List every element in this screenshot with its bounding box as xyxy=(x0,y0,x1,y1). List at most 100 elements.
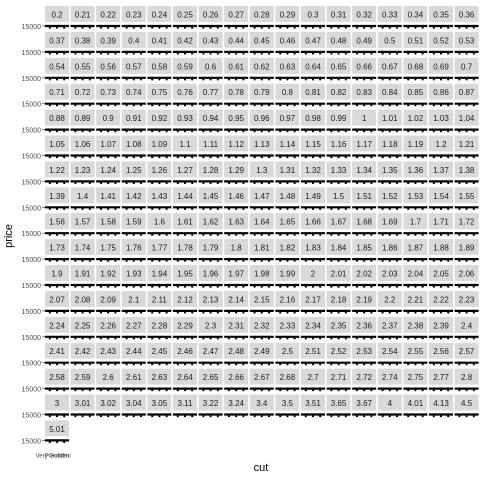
outlier-point xyxy=(389,311,391,313)
facet-strip-label: 2.39 xyxy=(433,321,449,330)
facet-panel: 1.65 xyxy=(275,213,299,236)
outlier-point xyxy=(63,260,65,262)
facet-panel: 0.71 xyxy=(45,84,69,107)
facet-panel: 1.18 xyxy=(378,136,402,159)
facet-strip-label: 0.6 xyxy=(205,62,217,71)
outlier-point xyxy=(126,27,128,29)
outlier-point xyxy=(228,104,230,106)
facet-strip-label: 2 xyxy=(311,270,316,279)
outlier-point xyxy=(74,311,76,313)
outlier-point xyxy=(202,415,204,417)
outlier-point xyxy=(414,104,416,106)
outlier-point xyxy=(422,208,424,210)
facet-strip-label: 1.76 xyxy=(126,244,142,253)
facet-panel: 1.01 xyxy=(378,110,402,133)
outlier-point xyxy=(466,104,468,106)
outlier-point xyxy=(89,130,91,132)
facet-strip-label: 4.13 xyxy=(433,399,449,408)
outlier-point xyxy=(89,182,91,184)
outlier-point xyxy=(312,389,314,391)
outlier-point xyxy=(414,260,416,262)
facet-strip-label: 2.24 xyxy=(49,321,65,330)
facet-strip-label: 1.29 xyxy=(228,166,244,175)
facet-strip-label: 2.44 xyxy=(126,347,142,356)
facet-strip-label: 2.54 xyxy=(382,347,398,356)
facet-panel: 0.29 xyxy=(275,6,299,29)
facet-panel: 1.99 xyxy=(275,265,299,288)
facet-strip-label: 1.52 xyxy=(382,192,398,201)
facet-panel: 2.4 xyxy=(455,317,479,340)
facet-panel: 0.21 xyxy=(71,6,95,29)
facet-strip-label: 1.9 xyxy=(51,270,63,279)
outlier-point xyxy=(433,78,435,80)
facet-panel: 1.39 xyxy=(45,187,69,210)
facet-strip-label: 1.82 xyxy=(280,244,296,253)
outlier-point xyxy=(56,337,58,339)
facet-strip-label: 1.64 xyxy=(254,218,270,227)
facet-panel: 1.26 xyxy=(147,161,171,184)
facet-strip-label: 1.45 xyxy=(203,192,219,201)
outlier-point xyxy=(279,208,281,210)
facet-strip-label: 0.49 xyxy=(356,36,372,45)
facet-panel: 1.34 xyxy=(352,161,376,184)
outlier-point xyxy=(407,389,409,391)
outlier-point xyxy=(74,415,76,417)
outlier-point xyxy=(140,182,142,184)
outlier-point xyxy=(151,52,153,54)
outlier-point xyxy=(286,311,288,313)
facet-strip-label: 0.64 xyxy=(305,62,321,71)
outlier-point xyxy=(473,311,475,313)
outlier-point xyxy=(261,208,263,210)
facet-strip-label: 2.26 xyxy=(100,321,116,330)
outlier-point xyxy=(363,104,365,106)
outlier-point xyxy=(254,208,256,210)
outlier-point xyxy=(458,234,460,236)
facet-panel: 0.82 xyxy=(327,84,351,107)
outlier-point xyxy=(191,130,193,132)
facet-panels: 0.2 0.21 0.22 0.23 0.24 0.25 0.26 0.27 0.28 0.29 0… xyxy=(45,6,479,443)
outlier-point xyxy=(49,234,51,236)
outlier-point xyxy=(242,363,244,365)
outlier-point xyxy=(422,78,424,80)
outlier-point xyxy=(396,156,398,158)
outlier-point xyxy=(166,311,168,313)
facet-strip-label: 0.26 xyxy=(203,11,219,20)
outlier-point xyxy=(422,311,424,313)
facet-panel: 2.28 xyxy=(147,317,171,340)
outlier-point xyxy=(433,234,435,236)
outlier-point xyxy=(89,156,91,158)
outlier-point xyxy=(254,52,256,54)
outlier-point xyxy=(184,234,186,236)
facet-panel: 0.53 xyxy=(455,32,479,55)
facet-panel: 1.1 xyxy=(173,136,197,159)
outlier-point xyxy=(370,52,372,54)
facet-strip-label: 1.44 xyxy=(177,192,193,201)
outlier-point xyxy=(407,311,409,313)
facet-strip-label: 0.34 xyxy=(408,11,424,20)
outlier-point xyxy=(228,52,230,54)
facet-strip-label: 1.04 xyxy=(459,114,475,123)
facet-panel: 0.87 xyxy=(455,84,479,107)
outlier-point xyxy=(466,52,468,54)
outlier-point xyxy=(433,104,435,106)
facet-panel: 2.47 xyxy=(199,343,223,366)
outlier-point xyxy=(82,286,84,288)
facet-panel: 2.13 xyxy=(199,291,223,314)
facet-panel: 1 xyxy=(352,110,376,133)
outlier-point xyxy=(151,260,153,262)
outlier-point xyxy=(345,182,347,184)
facet-panel: 2.09 xyxy=(96,291,120,314)
facet-strip-label: 1.1 xyxy=(179,140,191,149)
facet-panel: 2.53 xyxy=(352,343,376,366)
facet-strip-label: 0.44 xyxy=(228,36,244,45)
outlier-point xyxy=(330,104,332,106)
outlier-point xyxy=(82,78,84,80)
facet-panel: 2.64 xyxy=(173,369,197,392)
outlier-point xyxy=(447,156,449,158)
facet-panel: 2.44 xyxy=(122,343,146,366)
facet-panel: 1.88 xyxy=(429,239,453,262)
facet-panel: 0.42 xyxy=(173,32,197,55)
outlier-point xyxy=(202,260,204,262)
facet-panel: 1.27 xyxy=(173,161,197,184)
outlier-point xyxy=(440,311,442,313)
